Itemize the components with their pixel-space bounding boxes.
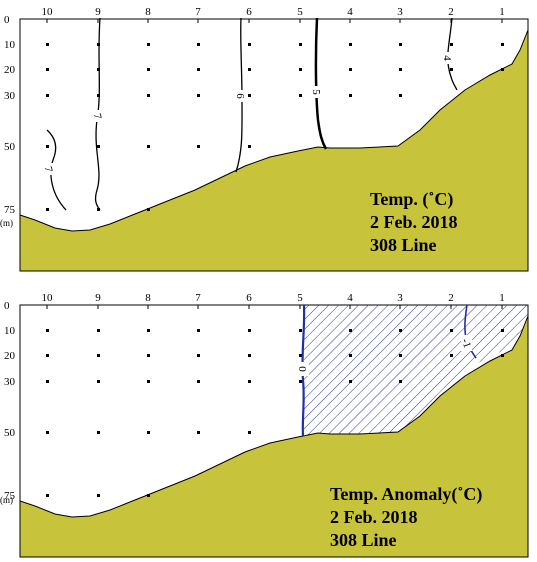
- station-label-10: 10: [42, 292, 54, 304]
- station-label-4: 4: [347, 6, 353, 18]
- depth-label-50: 50: [4, 427, 16, 439]
- station-label-2: 2: [448, 6, 454, 18]
- depth-unit-label: (m): [0, 218, 13, 228]
- station-label-9: 9: [95, 292, 101, 304]
- depth-label-75: 75: [4, 490, 16, 502]
- contour-label-7b: 7: [91, 112, 104, 120]
- panel-temperature-anomaly: 10 9 8 7 6 5 4 3 2 1 0 10 20 30 50 75 (m…: [0, 292, 529, 558]
- station-ticks: [46, 305, 503, 309]
- panel-temperature: 10 9 8 7 6 5 4 3 2 1 0 10 20 30 50 75 (m…: [0, 6, 529, 272]
- depth-label-10: 10: [4, 39, 16, 51]
- anomaly-contour-0: [301, 304, 306, 437]
- sample-points: [46, 329, 504, 497]
- station-label-10: 10: [42, 6, 54, 18]
- contour-label-4: 4: [441, 55, 453, 61]
- anomaly-label-0: 0: [296, 366, 308, 372]
- caption-date: 2 Feb. 2018: [370, 212, 458, 232]
- caption-line: 308 Line: [330, 530, 397, 550]
- contour-labels: 0 -1: [296, 335, 473, 376]
- contour-labels: 7 7 6 5 4: [42, 52, 453, 175]
- contour-label-5: 5: [310, 89, 322, 95]
- station-label-7: 7: [195, 6, 201, 18]
- contour-5: [314, 17, 328, 150]
- station-label-1: 1: [499, 6, 505, 18]
- contour-4: [447, 17, 458, 91]
- station-label-5: 5: [297, 6, 303, 18]
- station-label-6: 6: [246, 6, 252, 18]
- station-label-6: 6: [246, 292, 252, 304]
- contour-7-left: [46, 129, 67, 211]
- station-label-7: 7: [195, 292, 201, 304]
- contour-7-right: [94, 17, 101, 211]
- caption-line: 308 Line: [370, 235, 437, 255]
- station-label-8: 8: [145, 292, 151, 304]
- contour-label-7a: 7: [42, 165, 55, 173]
- station-label-1: 1: [499, 292, 505, 304]
- station-label-3: 3: [397, 6, 403, 18]
- depth-label-0: 0: [4, 14, 10, 26]
- depth-label-20: 20: [4, 350, 16, 362]
- caption-title: Temp. (˚C): [370, 189, 453, 210]
- depth-label-30: 30: [4, 90, 16, 102]
- depth-unit-label: (m): [0, 495, 13, 505]
- station-label-5: 5: [297, 292, 303, 304]
- station-label-2: 2: [448, 292, 454, 304]
- depth-label-30: 30: [4, 376, 16, 388]
- station-label-4: 4: [347, 292, 353, 304]
- station-label-9: 9: [95, 6, 101, 18]
- caption-title: Temp. Anomaly(˚C): [330, 484, 482, 505]
- anomaly-label-minus-1: -1: [459, 337, 473, 350]
- contour-label-6: 6: [234, 93, 246, 99]
- depth-label-0: 0: [4, 300, 10, 312]
- station-label-3: 3: [397, 292, 403, 304]
- caption-date: 2 Feb. 2018: [330, 507, 418, 527]
- depth-label-10: 10: [4, 325, 16, 337]
- depth-label-75: 75: [4, 204, 16, 216]
- depth-label-20: 20: [4, 64, 16, 76]
- depth-label-50: 50: [4, 141, 16, 153]
- station-label-8: 8: [145, 6, 151, 18]
- station-ticks: [46, 19, 503, 23]
